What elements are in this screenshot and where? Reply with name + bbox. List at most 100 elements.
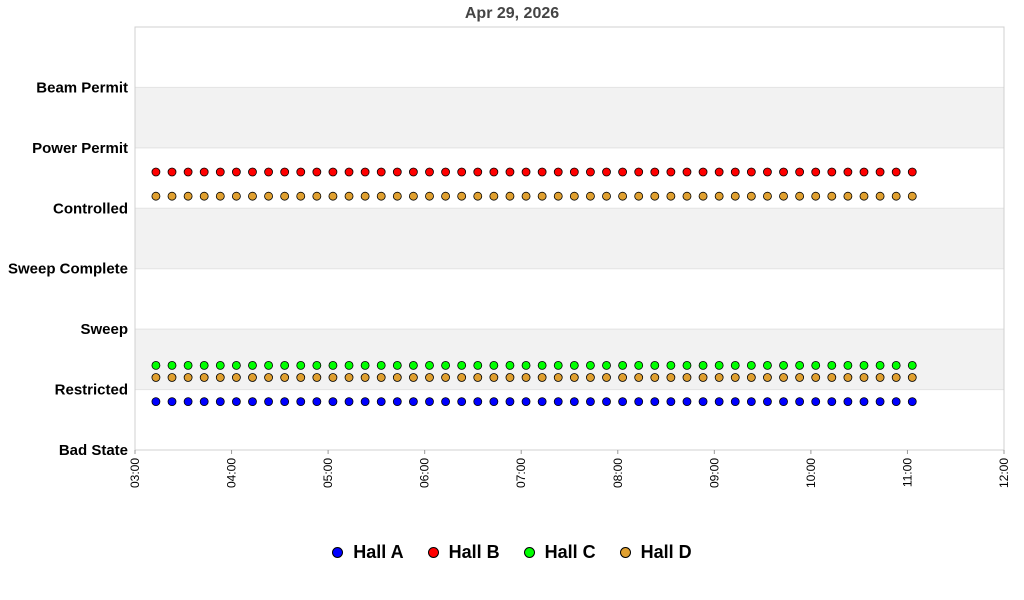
data-point xyxy=(473,360,483,370)
data-point xyxy=(441,373,450,382)
data-point xyxy=(714,191,724,201)
data-point xyxy=(280,360,290,370)
data-point xyxy=(215,191,225,201)
data-point xyxy=(763,397,772,407)
data-point xyxy=(618,373,628,382)
data-point xyxy=(811,167,821,177)
data-point xyxy=(473,167,483,177)
data-point xyxy=(248,373,257,382)
data-point xyxy=(746,373,756,382)
data-point xyxy=(231,397,241,407)
data-point xyxy=(248,167,257,177)
data-point xyxy=(231,373,241,382)
data-point xyxy=(746,191,756,201)
data-point xyxy=(634,397,644,407)
data-point xyxy=(425,373,434,382)
data-point xyxy=(553,167,563,177)
data-point xyxy=(425,167,434,177)
data-point xyxy=(634,191,644,201)
data-point xyxy=(843,191,853,201)
legend-item-hall-a[interactable]: Hall A xyxy=(332,542,404,563)
data-point xyxy=(682,167,692,177)
data-point xyxy=(666,360,676,370)
plot-area-border xyxy=(134,26,1005,451)
plot-band xyxy=(135,329,1004,390)
data-point xyxy=(586,360,595,370)
data-point xyxy=(151,167,161,177)
data-point xyxy=(167,397,177,407)
data-point xyxy=(521,373,531,382)
y-tick-label: Sweep Complete xyxy=(8,261,128,278)
data-point xyxy=(457,360,467,370)
data-point xyxy=(264,191,273,201)
data-point xyxy=(457,397,467,407)
data-point xyxy=(730,191,740,201)
data-point xyxy=(248,191,257,201)
data-point xyxy=(183,360,193,370)
data-point xyxy=(489,191,499,201)
data-point xyxy=(602,397,611,407)
data-point xyxy=(248,397,257,407)
data-point xyxy=(537,373,547,382)
data-point xyxy=(891,167,901,177)
data-point xyxy=(441,167,450,177)
data-point xyxy=(151,373,161,382)
y-tick-label: Power Permit xyxy=(32,140,128,157)
data-point xyxy=(907,167,917,177)
legend-item-hall-c[interactable]: Hall C xyxy=(523,542,596,563)
y-tick-label: Bad State xyxy=(59,442,128,459)
x-tick-label: 07:00 xyxy=(514,458,528,488)
data-point xyxy=(602,191,611,201)
chart-title: Apr 29, 2026 xyxy=(465,5,559,22)
data-point xyxy=(779,397,788,407)
legend-item-hall-b[interactable]: Hall B xyxy=(427,542,500,563)
data-point xyxy=(360,397,370,407)
data-point xyxy=(569,373,579,382)
plot-band xyxy=(135,208,1004,269)
data-point xyxy=(859,191,869,201)
data-point xyxy=(312,373,322,382)
data-point xyxy=(312,191,322,201)
data-point xyxy=(312,397,322,407)
data-point xyxy=(505,167,515,177)
data-point xyxy=(795,167,805,177)
data-point xyxy=(183,397,193,407)
data-point xyxy=(795,397,805,407)
data-point xyxy=(569,360,579,370)
data-point xyxy=(698,167,708,177)
data-point xyxy=(409,397,418,407)
data-point xyxy=(553,397,563,407)
data-point xyxy=(151,397,161,407)
data-point xyxy=(199,397,209,407)
legend-marker-icon xyxy=(427,547,439,558)
data-point xyxy=(360,373,370,382)
data-point xyxy=(392,360,402,370)
data-point xyxy=(264,373,273,382)
data-point xyxy=(650,167,660,177)
data-point xyxy=(553,373,563,382)
data-point xyxy=(215,397,225,407)
data-point xyxy=(167,167,177,177)
legend-item-hall-d[interactable]: Hall D xyxy=(619,542,692,563)
data-point xyxy=(344,191,354,201)
data-point xyxy=(521,191,531,201)
data-point xyxy=(199,191,209,201)
data-point xyxy=(199,360,209,370)
data-point xyxy=(650,373,660,382)
x-axis-labels: 03:00 04:00 05:00 06:00 07:00 08:00 09:00 10:00… xyxy=(128,450,1011,488)
data-point xyxy=(843,373,853,382)
data-point xyxy=(328,397,338,407)
legend-marker-icon xyxy=(523,547,535,558)
data-point xyxy=(296,373,306,382)
data-point xyxy=(441,397,450,407)
data-point xyxy=(698,373,708,382)
data-point xyxy=(505,373,515,382)
data-point xyxy=(811,191,821,201)
data-point xyxy=(231,167,241,177)
data-point xyxy=(827,397,837,407)
data-point xyxy=(231,360,241,370)
y-tick-label: Controlled xyxy=(53,200,128,217)
x-tick-label: 08:00 xyxy=(611,458,625,488)
data-point xyxy=(843,167,853,177)
plot-bands xyxy=(135,27,1004,450)
